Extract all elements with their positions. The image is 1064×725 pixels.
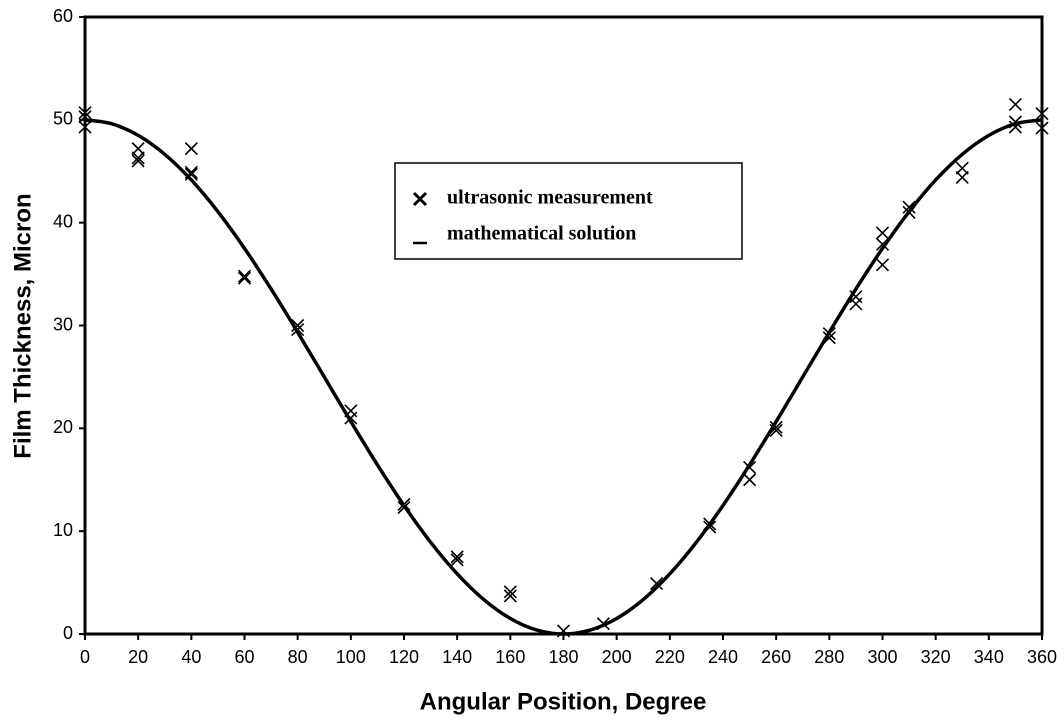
x-tick-label: 200 bbox=[602, 647, 632, 667]
x-tick-label: 20 bbox=[128, 647, 148, 667]
x-tick-label: 140 bbox=[442, 647, 472, 667]
legend-label: ultrasonic measurement bbox=[447, 187, 653, 209]
y-tick-label: 50 bbox=[53, 109, 73, 129]
measurement-point bbox=[955, 161, 969, 175]
y-tick-label: 0 bbox=[63, 623, 73, 643]
x-tick-label: 60 bbox=[234, 647, 254, 667]
measurement-point bbox=[131, 151, 145, 165]
x-tick-label: 340 bbox=[974, 647, 1004, 667]
y-tick-label: 40 bbox=[53, 211, 73, 231]
x-tick-label: 100 bbox=[336, 647, 366, 667]
x-tick-label: 80 bbox=[288, 647, 308, 667]
measurement-point bbox=[450, 553, 464, 567]
x-tick-label: 280 bbox=[814, 647, 844, 667]
legend-box bbox=[394, 162, 743, 260]
y-tick-label: 10 bbox=[53, 520, 73, 540]
x-tick-label: 360 bbox=[1027, 647, 1057, 667]
x-tick-label: 120 bbox=[389, 647, 419, 667]
legend-label: mathematical solution bbox=[447, 223, 636, 245]
y-tick-label: 30 bbox=[53, 314, 73, 334]
x-tick-label: 260 bbox=[761, 647, 791, 667]
y-axis-title: Film Thickness, Micron bbox=[9, 193, 36, 458]
y-tick-label: 20 bbox=[53, 417, 73, 437]
measurement-point bbox=[955, 170, 969, 184]
measurement-point bbox=[131, 154, 145, 168]
x-tick-label: 160 bbox=[495, 647, 525, 667]
measurement-point bbox=[237, 269, 252, 283]
measurement-point bbox=[649, 577, 664, 591]
legend-marker bbox=[412, 191, 428, 207]
x-tick-label: 220 bbox=[655, 647, 685, 667]
measurement-point bbox=[902, 200, 916, 214]
x-tick-label: 180 bbox=[548, 647, 578, 667]
measurement-point bbox=[131, 142, 145, 156]
measurement-point bbox=[849, 297, 863, 311]
measurement-point bbox=[875, 226, 890, 240]
measurement-point bbox=[503, 585, 517, 599]
x-tick-label: 240 bbox=[708, 647, 738, 667]
x-axis-title: Angular Position, Degree bbox=[420, 688, 707, 715]
x-tick-label: 320 bbox=[921, 647, 951, 667]
measurement-point bbox=[743, 473, 757, 487]
measurement-point bbox=[184, 142, 198, 156]
measurement-point bbox=[503, 589, 517, 603]
measurement-point bbox=[237, 271, 252, 285]
x-tick-label: 0 bbox=[80, 647, 90, 667]
y-tick-label: 60 bbox=[53, 6, 73, 26]
measurement-point bbox=[875, 258, 890, 272]
measurement-point bbox=[450, 550, 464, 564]
measurement-point bbox=[184, 167, 198, 181]
x-tick-label: 300 bbox=[867, 647, 897, 667]
legend: ultrasonic measurement mathematical solut… bbox=[394, 162, 743, 260]
measurement-point bbox=[291, 318, 305, 333]
plot-frame bbox=[83, 15, 1044, 636]
measurement-point bbox=[1008, 97, 1022, 111]
x-tick-label: 40 bbox=[181, 647, 201, 667]
